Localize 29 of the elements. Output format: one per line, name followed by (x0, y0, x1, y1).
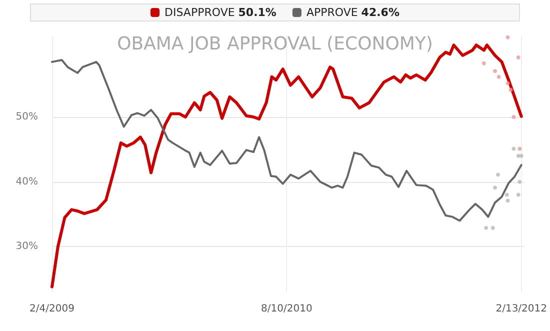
point (493, 186, 498, 190)
point (484, 226, 488, 230)
point (496, 74, 501, 79)
legend-label: APPROVE 42.6% (306, 6, 400, 19)
point (506, 35, 510, 40)
x-tick-label: 8/10/2010 (261, 304, 312, 314)
line-series (51, 58, 522, 222)
point (516, 192, 520, 197)
x-tick-label: 2/4/2009 (30, 304, 74, 314)
point (512, 115, 516, 120)
point (506, 81, 510, 86)
point (508, 88, 513, 92)
x-tick-label: 2/13/2012 (496, 304, 548, 314)
point (482, 61, 486, 66)
point (518, 146, 522, 151)
point (519, 154, 524, 158)
point (516, 55, 520, 60)
chart-title: OBAMA JOB APPROVAL (ECONOMY) (117, 34, 433, 54)
y-tick-label: 30% (16, 241, 38, 252)
point (518, 180, 522, 184)
y-tick-label: 50% (16, 112, 38, 123)
y-tick-label: 40% (16, 176, 38, 188)
point (504, 192, 509, 197)
point (512, 146, 516, 151)
point (493, 69, 498, 73)
point (490, 226, 495, 230)
point (496, 172, 500, 177)
point (506, 198, 510, 203)
legend-label: DISAPPROVE 50.1% (164, 6, 276, 19)
